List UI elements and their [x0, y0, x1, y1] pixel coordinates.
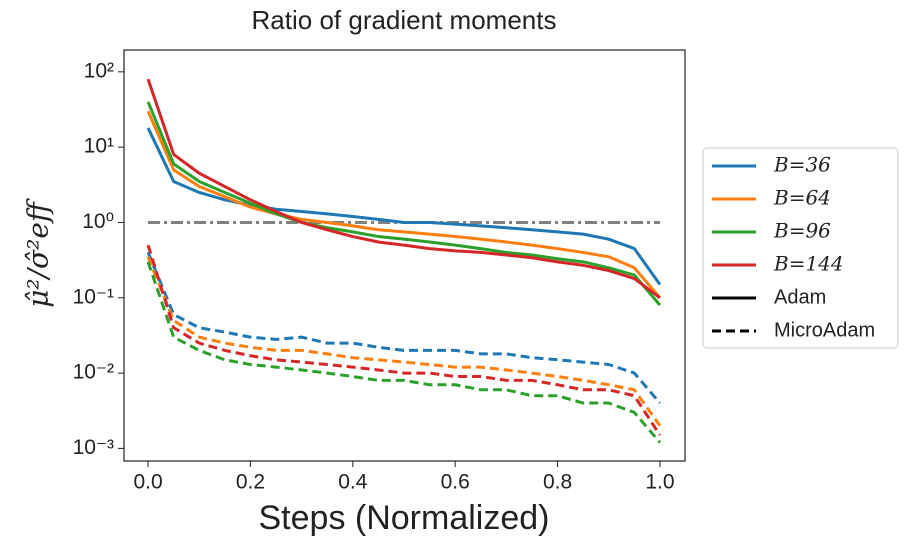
x-tick-label: 0.4: [338, 471, 368, 494]
chart-title: Ratio of gradient moments: [252, 5, 557, 35]
series-line: [146, 244, 662, 436]
x-axis-label: Steps (Normalized): [259, 499, 550, 537]
series-line: [146, 101, 662, 307]
x-tick-label: 1.0: [645, 471, 674, 494]
y-tick-label: 10⁻³: [73, 436, 114, 459]
legend-label: B=64: [773, 186, 831, 210]
y-tick-label: 10⁰: [82, 210, 114, 233]
series-line: [146, 110, 662, 299]
series-line: [146, 78, 661, 299]
y-tick-label: 10⁻²: [73, 361, 114, 384]
x-tick-label: 0.0: [133, 471, 162, 494]
legend-label: B=96: [773, 219, 831, 243]
x-tick-label: 0.2: [236, 471, 265, 494]
y-tick-label: 10⁻¹: [73, 285, 114, 308]
plot-frame: [123, 49, 686, 462]
legend-label: Adam: [774, 286, 826, 308]
legend-label: B=36: [773, 153, 831, 177]
y-tick-label: 10²: [84, 59, 114, 82]
legend-label: MicroAdam: [774, 319, 875, 341]
x-tick-label: 0.8: [543, 471, 572, 494]
series-line: [146, 251, 662, 405]
legend-label: B=144: [773, 252, 844, 276]
series-line: [146, 256, 662, 427]
legend: [702, 147, 899, 349]
plot-area: [146, 78, 662, 444]
y-axis-label: μ̂²/σ̂²eff: [22, 198, 55, 308]
y-tick-label: 10¹: [84, 135, 114, 158]
series-line: [146, 261, 662, 444]
x-tick-label: 0.6: [441, 471, 470, 494]
